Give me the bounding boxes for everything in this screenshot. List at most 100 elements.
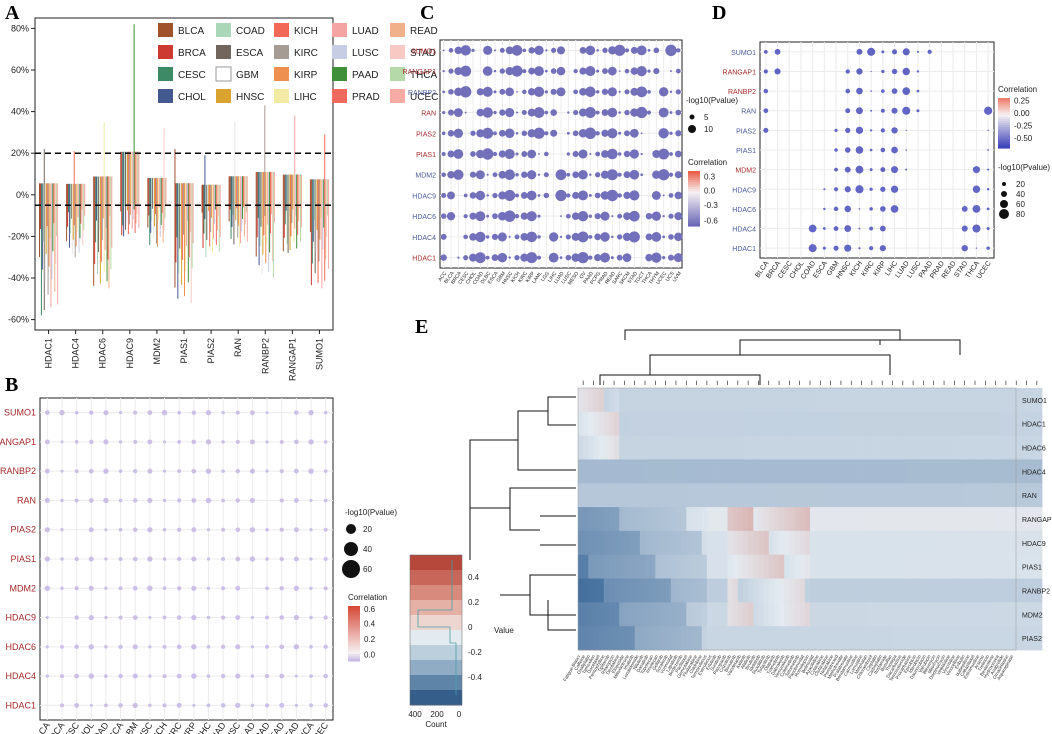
heat-cell-SUMO1-53 <box>851 388 857 413</box>
heat-cell-HDAC6-27 <box>717 435 723 460</box>
bubble-SUMO1-STAD <box>630 46 638 54</box>
bar-HDAC4-COAD <box>69 183 71 234</box>
heat-cell-RANBP2-87 <box>1026 578 1033 603</box>
heat-row-label: PIAS2 <box>1022 636 1042 643</box>
bubble-PIAS1-PRAD <box>265 557 269 561</box>
bubble-PIAS2-SARC <box>618 131 622 135</box>
heat-cell-HDAC9-49 <box>830 530 837 556</box>
heat-cell-MDM2-50 <box>835 602 842 627</box>
bubble-RANGAP1-LUAD <box>902 67 910 76</box>
bar-MDM2-ESCA <box>152 177 154 209</box>
heat-cell-PIAS1-80 <box>990 554 996 579</box>
heat-cell-RANGAP1-67 <box>923 507 929 532</box>
heat-cell-PIAS2-83 <box>1005 626 1012 651</box>
heat-cell-MDM2-76 <box>969 602 976 627</box>
bubble-RANBP2-PRAD <box>601 88 609 95</box>
bubble-PIAS2-GBM <box>132 527 138 532</box>
heat-row-label: HDAC9 <box>1022 541 1046 548</box>
heat-cell-MDM2-73 <box>954 602 960 627</box>
heat-cell-RANGAP1-76 <box>969 507 976 532</box>
bubble-SUMO1-LAML <box>534 45 544 56</box>
color-legend-step <box>348 635 360 639</box>
bubble-SUMO1-THYM <box>653 47 660 54</box>
bubble-RAN-GBM <box>499 109 506 116</box>
heat-cell-PIAS1-2 <box>588 554 594 579</box>
heat-cell-HDAC9-41 <box>789 530 795 556</box>
bubble-PIAS1-STAD <box>293 556 299 562</box>
heat-cell-PIAS1-85 <box>1016 554 1022 579</box>
color-legend-tick: 0.25 <box>1014 97 1030 106</box>
bubble-MDM2-CHOL <box>469 171 477 178</box>
heat-cell-MDM2-4 <box>598 602 605 627</box>
heat-cell-SUMO1-51 <box>840 388 847 413</box>
heat-cell-RANBP2-46 <box>815 578 821 603</box>
heat-cell-PIAS1-11 <box>634 554 641 579</box>
bubble-HDAC1-KICH <box>162 703 167 708</box>
bubble-HDAC6-UCS <box>668 213 674 219</box>
bubble-PIAS1-THCA <box>309 557 313 561</box>
heat-cell-RANGAP1-62 <box>897 507 904 532</box>
heat-cell-PIAS1-14 <box>650 554 656 579</box>
bubble-HDAC6-THCA <box>645 212 653 220</box>
heat-cell-HDAC6-68 <box>928 435 935 460</box>
heat-cell-RANBP2-84 <box>1011 578 1017 603</box>
bubble-HDAC4-STAD <box>628 231 640 243</box>
heat-cell-RANGAP1-29 <box>727 507 734 532</box>
color-legend-step <box>998 116 1010 120</box>
heat-cell-SUMO1-49 <box>830 388 837 413</box>
bubble-RANGAP1-HNSC <box>845 69 850 74</box>
heat-cell-HDAC6-64 <box>907 435 914 460</box>
bubble-PIAS2-ACC <box>441 131 446 136</box>
heat-cell-PIAS2-19 <box>675 626 682 651</box>
bar-PIAS2-HNSC <box>208 184 210 212</box>
bar-HDAC6-HNSC <box>99 176 101 284</box>
heat-cell-RANBP2-21 <box>686 578 692 603</box>
heat-cell-HDAC6-25 <box>706 435 713 460</box>
size-legend-label: 40 <box>1016 190 1025 199</box>
x-tick-label: RAN <box>233 338 243 357</box>
bubble-HDAC1-UCS <box>667 254 675 261</box>
bubble-PIAS2-MESO <box>572 130 579 137</box>
bubble-SUMO1-LIHC <box>551 47 557 53</box>
bubble-RANBP2-THCA <box>647 89 651 94</box>
bar-HDAC1-HNSC <box>45 183 47 255</box>
bubble-RANGAP1-KIRP <box>881 69 885 74</box>
bubble-MDM2-GBM <box>498 170 507 179</box>
heat-cell-HDAC1-14 <box>650 411 656 437</box>
bubble-RANGAP1-ESCA <box>493 69 497 73</box>
bubble-HDAC6-KIRC <box>869 207 873 211</box>
heat-cell-PIAS1-29 <box>727 554 734 579</box>
bubble-MDM2-READ <box>279 586 284 591</box>
heat-cell-PIAS2-33 <box>748 626 754 651</box>
bubble-PIAS2-KIRC <box>521 130 528 136</box>
heat-cell-SUMO1-40 <box>784 388 790 413</box>
bar-HDAC9-PRAD <box>134 151 136 234</box>
heat-cell-RAN-78 <box>980 483 986 508</box>
heat-cell-RAN-82 <box>1000 483 1007 508</box>
heat-cell-RANBP2-68 <box>928 578 935 603</box>
heat-cell-HDAC4-68 <box>928 459 935 484</box>
bubble-HDAC9-PCPG <box>594 192 601 199</box>
bubble-RANBP2-KIRP <box>881 89 885 93</box>
bubble-PIAS1-BRCA <box>60 557 64 561</box>
bubble-MDM2-PCPG <box>595 172 601 178</box>
bubble-RANBP2-CESC <box>459 86 472 98</box>
bubble-MDM2-DLBC <box>486 173 489 176</box>
bubble-PIAS2-STAD <box>293 527 299 533</box>
heat-cell-HDAC9-54 <box>856 530 862 556</box>
color-legend-step <box>348 608 360 612</box>
heat-cell-HDAC1-13 <box>645 411 651 437</box>
heat-cell-RANGAP1-55 <box>861 507 868 532</box>
color-legend-step <box>688 182 700 186</box>
bubble-HDAC6-DLBC <box>486 214 490 218</box>
heat-cell-RANBP2-42 <box>794 578 801 603</box>
heat-cell-SUMO1-30 <box>732 388 739 413</box>
heat-cell-RANGAP1-47 <box>820 507 826 532</box>
heat-cell-HDAC1-70 <box>938 411 945 437</box>
heat-cell-HDAC6-45 <box>810 435 816 460</box>
heat-cell-HDAC4-42 <box>794 459 801 484</box>
heat-cell-HDAC1-48 <box>825 411 832 437</box>
heat-cell-PIAS2-1 <box>583 626 589 651</box>
bar-RANGAP1-CHOL <box>285 174 287 211</box>
heat-cell-RAN-6 <box>608 483 615 508</box>
